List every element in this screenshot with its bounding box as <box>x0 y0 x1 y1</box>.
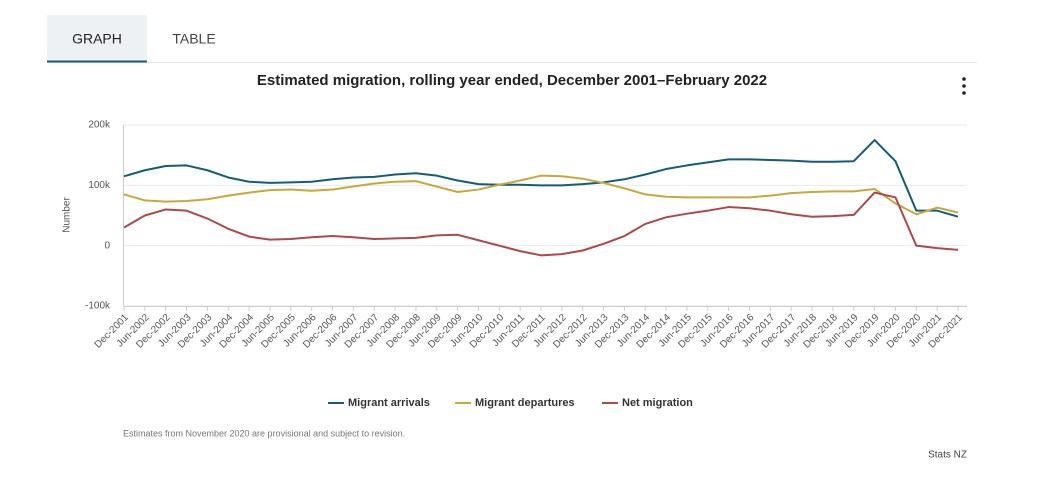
chart-title: Estimated migration, rolling year ended,… <box>257 72 767 89</box>
legend-label: Migrant departures <box>475 397 575 409</box>
y-axis-label: Number <box>62 197 73 233</box>
series-line <box>123 191 959 257</box>
tab[interactable]: GRAPH <box>72 31 122 47</box>
source: Stats NZ <box>928 450 967 461</box>
y-tick-label: 100k <box>88 180 111 191</box>
tab-bg[interactable] <box>47 15 147 62</box>
series-line <box>123 174 959 216</box>
series-line <box>123 139 959 218</box>
note: Estimates from November 2020 are provisi… <box>123 428 405 438</box>
y-tick-label: 0 <box>104 240 110 251</box>
tab[interactable]: TABLE <box>172 31 215 47</box>
legend-label: Migrant arrivals <box>348 397 430 409</box>
y-tick-label: 200k <box>88 120 111 131</box>
legend-label: Net migration <box>622 397 693 409</box>
y-tick-label: -100k <box>85 301 111 312</box>
menu-button[interactable] <box>962 77 966 95</box>
